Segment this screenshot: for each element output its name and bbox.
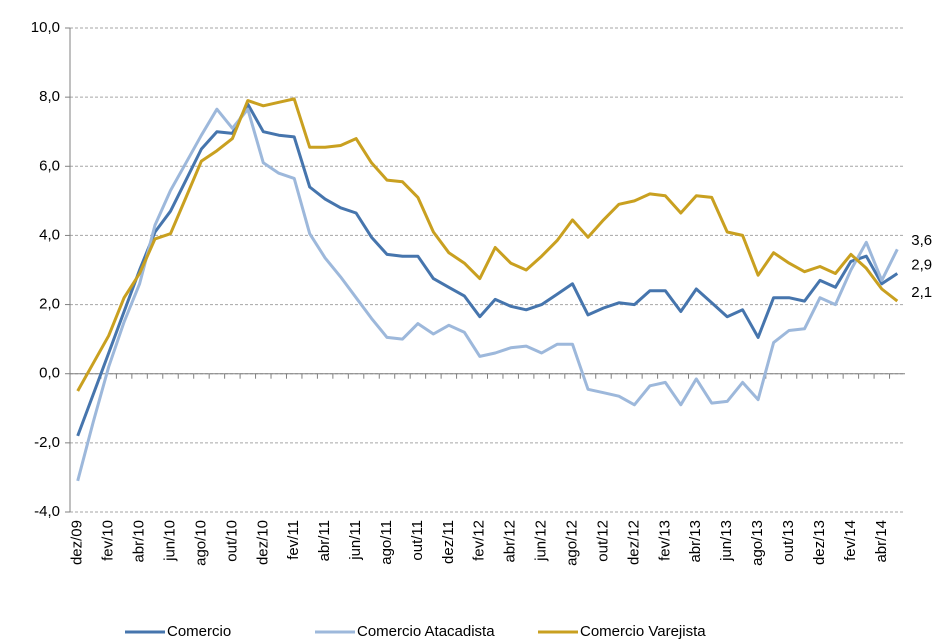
x-tick-label: dez/11 xyxy=(440,520,457,564)
x-tick-label: out/13 xyxy=(780,520,797,562)
value-label: 3,6 xyxy=(911,232,932,249)
y-tick-label: 4,0 xyxy=(39,226,60,243)
x-tick-label: fev/10 xyxy=(100,520,117,561)
x-tick-label: fev/12 xyxy=(471,520,488,561)
x-tick-label: dez/13 xyxy=(811,520,828,565)
y-tick-label: 2,0 xyxy=(39,296,60,313)
y-tick-label: 6,0 xyxy=(39,157,60,174)
x-tick-label: ago/12 xyxy=(564,520,581,566)
x-tick-label: ago/11 xyxy=(378,520,395,565)
x-tick-label: dez/09 xyxy=(69,520,86,565)
legend-label: Comercio Varejista xyxy=(580,623,706,640)
x-tick-label: out/12 xyxy=(594,520,611,562)
x-tick-label: ago/13 xyxy=(749,520,766,566)
x-tick-label: jun/10 xyxy=(161,520,178,562)
x-tick-label: abr/12 xyxy=(502,520,519,563)
x-tick-label: out/11 xyxy=(409,520,426,561)
x-tick-label: out/10 xyxy=(223,520,240,562)
y-tick-label: 0,0 xyxy=(39,365,60,382)
x-tick-label: jun/11 xyxy=(347,520,364,561)
x-tick-label: ago/10 xyxy=(192,520,209,566)
value-label: 2,9 xyxy=(911,256,932,273)
x-tick-label: abr/13 xyxy=(687,520,704,563)
x-tick-label: dez/10 xyxy=(254,520,271,565)
y-tick-label: -4,0 xyxy=(34,503,60,520)
x-tick-label: fev/11 xyxy=(285,520,302,560)
legend-label: Comercio Atacadista xyxy=(357,623,495,640)
x-tick-label: abr/10 xyxy=(131,520,148,563)
value-label: 2,1 xyxy=(911,284,932,301)
line-series xyxy=(76,102,899,437)
x-tick-label: jun/12 xyxy=(533,520,550,562)
line-series xyxy=(76,97,899,392)
line-series xyxy=(76,107,899,482)
x-tick-label: dez/12 xyxy=(625,520,642,565)
x-tick-label: fev/14 xyxy=(842,520,859,561)
y-tick-label: 8,0 xyxy=(39,88,60,105)
x-tick-label: abr/14 xyxy=(873,520,890,563)
x-tick-label: fev/13 xyxy=(656,520,673,561)
x-tick-label: jun/13 xyxy=(718,520,735,562)
y-tick-label: -2,0 xyxy=(34,434,60,451)
y-tick-label: 10,0 xyxy=(31,19,60,36)
x-tick-label: abr/11 xyxy=(316,520,333,561)
legend-label: Comercio xyxy=(167,623,231,640)
